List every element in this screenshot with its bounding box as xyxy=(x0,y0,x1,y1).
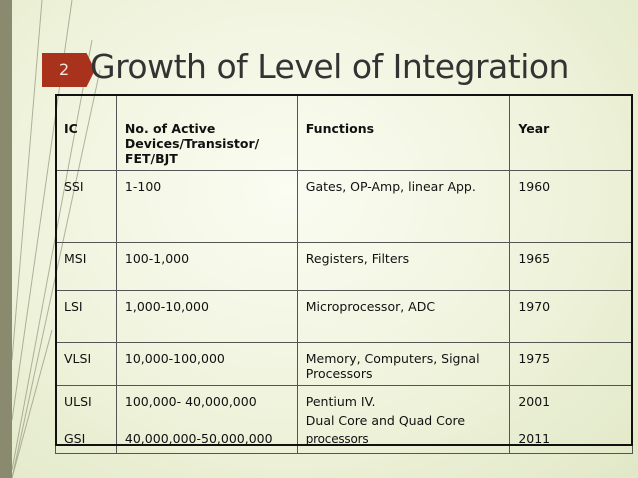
cell-devices: 1,000-10,000 xyxy=(115,290,298,343)
cell-functions: Gates, OP-Amp, linear App. xyxy=(296,170,511,243)
cell-ic: SSI xyxy=(55,170,117,243)
cell-functions: Memory, Computers, Signal Processors xyxy=(296,342,511,386)
header-devices: No. of Active Devices/Transistor/ FET/BJ… xyxy=(115,94,298,171)
cell-year: 1965 xyxy=(509,242,633,291)
integration-table: IC No. of Active Devices/Transistor/ FET… xyxy=(55,94,633,454)
cell-ic: LSI xyxy=(55,290,117,343)
cell-year-gsi: 2011 xyxy=(518,431,551,446)
header-functions: Functions xyxy=(296,94,511,171)
table-row: SSI 1-100 Gates, OP-Amp, linear App. 196… xyxy=(55,170,633,243)
cell-functions: Microprocessor, ADC xyxy=(296,290,511,343)
cell-year-ulsi: 2001 xyxy=(518,394,551,409)
cell-functions-ulsi: Pentium IV. xyxy=(305,394,376,409)
table-row: ULSI GSI 100,000- 40,000,000 40,000,000-… xyxy=(55,385,633,454)
table-row: LSI 1,000-10,000 Microprocessor, ADC 197… xyxy=(55,290,633,343)
cell-devices: 10,000-100,000 xyxy=(115,342,298,386)
slide-title: Growth of Level of Integration xyxy=(90,47,569,86)
cell-devices: 100-1,000 xyxy=(115,242,298,291)
slide-number: 2 xyxy=(42,53,95,87)
table-row: VLSI 10,000-100,000 Memory, Computers, S… xyxy=(55,342,633,386)
cell-functions-gsi: Dual Core and Quad Core xyxy=(305,413,466,428)
cell-year: 1975 xyxy=(509,342,633,386)
cell-functions-gsi-cont: processors xyxy=(305,432,369,446)
cell-ic-ulsi: ULSI xyxy=(64,394,92,409)
cell-ic-gsi: GSI xyxy=(64,431,86,446)
cell-functions: Pentium IV. Dual Core and Quad Core proc… xyxy=(296,385,511,454)
cell-year: 1970 xyxy=(509,290,633,343)
cell-ic: VLSI xyxy=(55,342,117,386)
cell-devices-ulsi: 100,000- 40,000,000 xyxy=(124,394,257,409)
cell-devices: 100,000- 40,000,000 40,000,000-50,000,00… xyxy=(115,385,298,454)
cell-year: 1960 xyxy=(509,170,633,243)
cell-functions: Registers, Filters xyxy=(296,242,511,291)
cell-devices: 1-100 xyxy=(115,170,298,243)
left-decor-bar xyxy=(0,0,12,478)
cell-ic: ULSI GSI xyxy=(55,385,117,454)
cell-ic: MSI xyxy=(55,242,117,291)
cell-year: 2001 2011 xyxy=(509,385,633,454)
table-row: MSI 100-1,000 Registers, Filters 1965 xyxy=(55,242,633,291)
header-ic: IC xyxy=(55,94,117,171)
header-year: Year xyxy=(509,94,633,171)
cell-devices-gsi: 40,000,000-50,000,000 xyxy=(124,431,273,446)
table-header-row: IC No. of Active Devices/Transistor/ FET… xyxy=(55,94,633,171)
